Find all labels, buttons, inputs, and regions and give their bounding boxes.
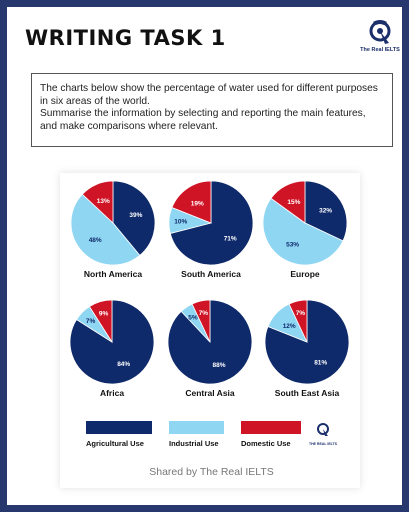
- data-label-agricultural-4: 84%: [117, 361, 130, 368]
- data-label-industrial-2: 10%: [174, 219, 187, 226]
- data-label-agricultural-5: 88%: [212, 362, 225, 369]
- data-label-agricultural-3: 32%: [319, 207, 332, 214]
- pie-africa: 84% 7%9%: [69, 299, 155, 385]
- slice-agricultural-3: [304, 180, 348, 242]
- legend-swatch-industrial: [169, 421, 224, 434]
- pie-europe: 32% 53% 15%: [262, 180, 348, 266]
- region-label: Africa: [100, 388, 124, 398]
- data-label-industrial-5: 5%: [188, 315, 198, 322]
- slice-industrial-3: [262, 197, 344, 266]
- page-title: WRITING TASK 1: [25, 26, 226, 50]
- data-label-domestic-2: 19%: [191, 200, 204, 207]
- slice-industrial-1: [70, 193, 141, 266]
- slice-agricultural-1: [112, 180, 156, 256]
- data-label-domestic-1: 13%: [97, 198, 110, 205]
- slice-domestic-4: [88, 299, 113, 344]
- task-text-line-1: The charts below show the percentage of …: [40, 83, 378, 107]
- small-logo-icon: [317, 423, 329, 436]
- data-label-domestic-5: 7%: [199, 310, 209, 317]
- legend-label-industrial: Industrial Use: [169, 439, 219, 448]
- data-label-domestic-4: 9%: [99, 311, 109, 318]
- small-logo-text: THE REAL IELTS: [309, 442, 338, 446]
- pie-charts: 39% 48% 13% North America 71% 10% 19% South Ame…: [69, 180, 350, 448]
- chart-card: 39% 48% 13% North America 71% 10% 19% South Ame…: [60, 173, 360, 488]
- task-text-line-2: Summarise the information by selecting a…: [40, 108, 366, 132]
- legend-swatch-domestic: [241, 421, 301, 434]
- task-prompt-box: The charts below show the percentage of …: [31, 73, 393, 147]
- pie-south-east-asia: 81% 12%7%: [264, 299, 350, 385]
- data-label-domestic-6: 7%: [296, 310, 306, 317]
- region-label: South America: [181, 269, 241, 279]
- data-label-agricultural-6: 81%: [314, 360, 327, 367]
- slice-domestic-3: [270, 180, 306, 224]
- logo-text: The Real IELTS: [360, 47, 400, 53]
- region-label: North America: [84, 269, 143, 279]
- data-label-agricultural-1: 39%: [129, 212, 142, 219]
- shared-by-text: Shared by The Real IELTS: [149, 466, 274, 478]
- region-label: Europe: [290, 269, 320, 279]
- legend-swatch-agricultural: [86, 421, 152, 434]
- data-label-domestic-3: 15%: [287, 199, 300, 206]
- brand-logo: The Real IELTS: [359, 19, 401, 63]
- slice-domestic-5: [191, 299, 211, 343]
- data-label-industrial-6: 12%: [283, 323, 296, 330]
- data-label-agricultural-2: 71%: [224, 235, 237, 242]
- data-label-industrial-4: 7%: [86, 318, 96, 325]
- legend-label-domestic: Domestic Use: [241, 439, 291, 448]
- slice-domestic-1: [81, 180, 114, 224]
- region-label: South East Asia: [275, 388, 340, 398]
- the-real-ielts-logo-icon: [369, 20, 391, 44]
- region-label: Central Asia: [185, 388, 235, 398]
- slice-domestic-6: [288, 299, 308, 343]
- slice-domestic-2: [171, 180, 212, 224]
- slice-agricultural-6: [264, 299, 350, 385]
- pie-north-america: 39% 48% 13%: [70, 180, 156, 266]
- pie-south-america: 71% 10% 19%: [168, 180, 254, 266]
- pie-central-asia: 88% 5%7%: [167, 299, 253, 385]
- legend-label-agricultural: Agricultural Use: [86, 439, 144, 448]
- data-label-industrial-3: 53%: [286, 242, 299, 249]
- data-label-industrial-1: 48%: [89, 237, 102, 244]
